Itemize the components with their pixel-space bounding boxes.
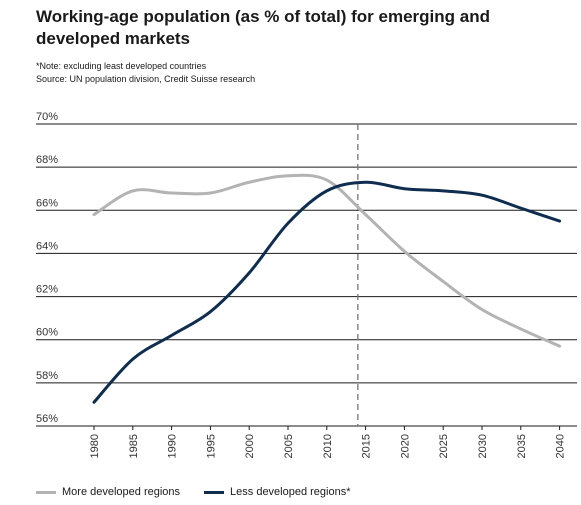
chart-note: *Note: excluding least developed countri… (36, 61, 207, 71)
x-tick-label: 2035 (516, 434, 528, 458)
y-tick-label: 60% (36, 327, 58, 339)
legend-label-more-developed: More developed regions (62, 486, 181, 498)
series-lines (92, 173, 562, 404)
legend-swatch-more-developed (36, 490, 56, 494)
x-tick-label: 1995 (205, 434, 217, 458)
legend-swatch-less-developed (204, 490, 225, 494)
chart-title: Working-age population (as % of total) f… (36, 7, 490, 48)
x-axis-ticks: 1980 1985 1990 1995 2000 2005 2010 2015 2020 2025… (89, 426, 567, 458)
legend-item-more-developed: More developed regions (36, 486, 180, 498)
x-tick-label: 2015 (361, 434, 373, 458)
x-tick-label: 1985 (128, 434, 140, 458)
y-tick-label: 66% (36, 197, 58, 209)
legend-item-less-developed: Less developed regions* (204, 486, 351, 498)
x-tick-label: 1990 (167, 434, 179, 458)
series-line-less-developed (92, 180, 562, 404)
y-tick-label: 64% (36, 240, 58, 252)
x-tick-label: 2025 (438, 434, 450, 458)
y-tick-label: 68% (36, 154, 58, 166)
x-tick-label: 2030 (477, 434, 489, 458)
y-tick-label: 62% (36, 284, 58, 296)
x-tick-label: 2010 (322, 434, 334, 458)
y-tick-label: 58% (36, 370, 58, 382)
legend: More developed regions Less developed re… (36, 486, 375, 498)
y-axis-ticks: 56% 58% 60% 62% 64% 66% 68% 70% (36, 111, 58, 425)
x-tick-label: 2040 (555, 434, 567, 458)
x-tick-label: 2005 (283, 434, 295, 458)
y-tick-label: 70% (36, 111, 58, 123)
gridlines (36, 123, 577, 427)
x-tick-label: 2000 (244, 434, 256, 458)
y-tick-label: 56% (36, 413, 58, 425)
series-line-more-developed (92, 173, 562, 348)
x-tick-label: 2020 (399, 434, 411, 458)
x-tick-label: 1980 (89, 434, 101, 458)
legend-label-less-developed: Less developed regions* (230, 486, 351, 498)
chart-source: Source: UN population division, Credit S… (36, 74, 256, 84)
